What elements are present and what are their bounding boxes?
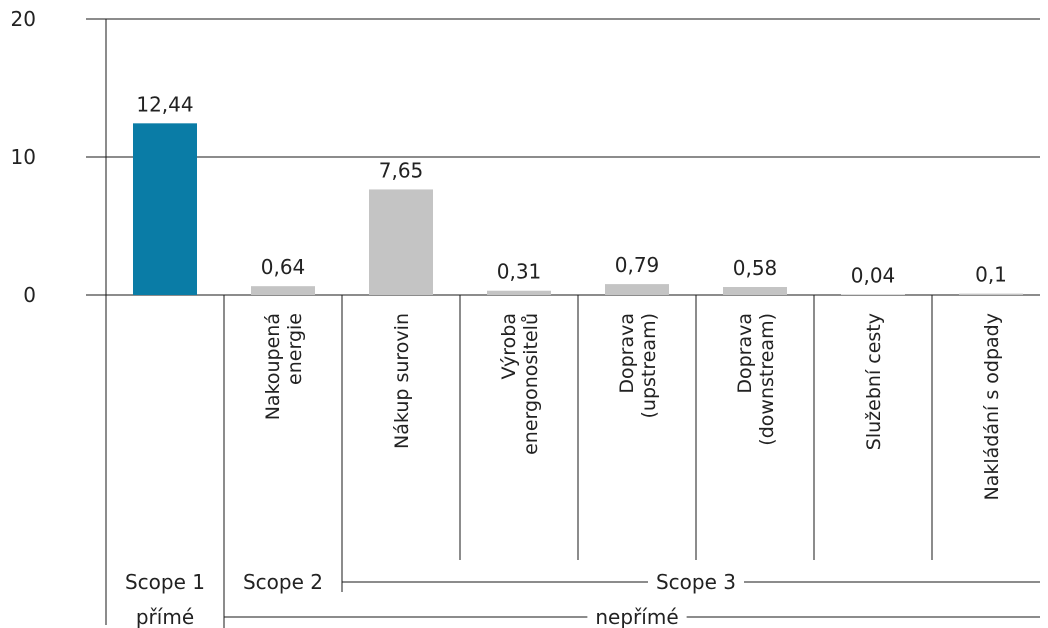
data-label-3: 0,31 <box>497 260 542 284</box>
bar-3 <box>487 290 551 295</box>
bar-2 <box>369 189 433 295</box>
category-label-line: energonositelů <box>520 313 542 455</box>
category-label-line: Služební cesty <box>863 313 885 450</box>
data-label-0: 12,44 <box>136 92 193 116</box>
data-label-2: 7,65 <box>379 158 424 182</box>
category-label-7: Nakládání s odpady <box>981 313 1003 500</box>
category-label-5: Doprava(downstream) <box>734 313 778 446</box>
category-label-1: Nakoupenáenergie <box>262 313 306 420</box>
category-label-2: Nákup surovin <box>391 313 413 449</box>
emission-type-group-label-1: nepřímé <box>595 605 678 628</box>
scope-group-label-1: Scope 2 <box>243 570 323 594</box>
bar-7 <box>959 293 1023 295</box>
data-label-5: 0,58 <box>733 256 778 280</box>
category-label-line: (downstream) <box>756 313 778 446</box>
bar-6 <box>841 294 905 295</box>
y-tick-label-2: 20 <box>11 7 36 31</box>
category-label-3: Výrobaenergonositelů <box>498 313 542 455</box>
category-label-line: Doprava <box>616 313 638 394</box>
category-label-6: Služební cesty <box>863 313 885 450</box>
scope-group-label-2: Scope 3 <box>656 570 736 594</box>
category-label-line: energie <box>284 313 306 385</box>
scope-group-label-0: Scope 1 <box>125 570 205 594</box>
data-label-1: 0,64 <box>261 255 306 279</box>
category-label-line: Výroba <box>498 313 520 379</box>
emission-type-group-label-0: přímé <box>136 605 194 628</box>
bar-5 <box>723 286 787 295</box>
y-tick-label-1: 10 <box>11 145 36 169</box>
data-label-7: 0,1 <box>975 263 1007 287</box>
bar-0 <box>133 123 197 295</box>
bar-4 <box>605 284 669 295</box>
category-label-line: Nakládání s odpady <box>981 313 1003 500</box>
data-label-6: 0,04 <box>851 263 896 287</box>
category-label-line: Doprava <box>734 313 756 394</box>
category-label-line: Nakoupená <box>262 313 284 420</box>
category-label-line: (upstream) <box>638 313 660 419</box>
bar-1 <box>251 286 315 295</box>
data-label-4: 0,79 <box>615 253 660 277</box>
y-tick-label-0: 0 <box>23 283 36 307</box>
category-label-line: Nákup surovin <box>391 313 413 449</box>
category-label-4: Doprava(upstream) <box>616 313 660 419</box>
